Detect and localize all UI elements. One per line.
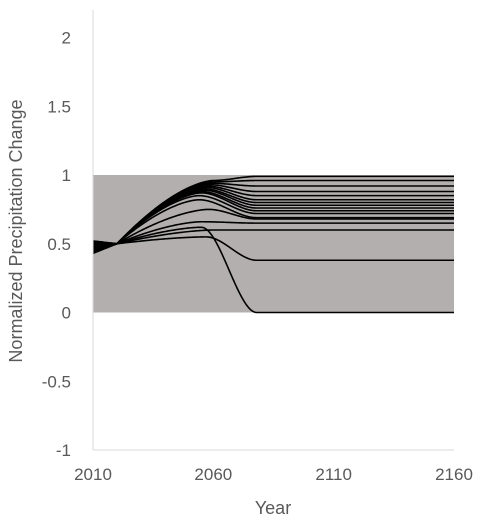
- x-tick-label: 2110: [315, 465, 352, 484]
- x-tick-label: 2160: [435, 465, 473, 484]
- series-line: [93, 208, 454, 245]
- x-tick-label: 2060: [194, 465, 232, 484]
- series-line: [93, 194, 454, 245]
- series-layer: [92, 175, 454, 314]
- series-line: [92, 220, 454, 245]
- y-tick-label: 1: [62, 166, 71, 185]
- y-tick-labels: 2 1.5 1 0.5 0 -0.5 -1: [42, 29, 71, 461]
- y-tick-label: -0.5: [42, 372, 71, 391]
- series-line: [92, 226, 454, 314]
- y-tick-label: -1: [56, 441, 71, 460]
- y-tick-label: 1.5: [47, 97, 71, 116]
- x-axis-title: Year: [255, 498, 291, 518]
- y-tick-label: 0.5: [47, 235, 71, 254]
- y-tick-label: 0: [62, 304, 71, 323]
- series-line: [92, 229, 454, 245]
- y-axis-title: Normalized Precipitation Change: [6, 99, 26, 362]
- x-tick-labels: 2010 2060 2110 2160: [74, 465, 473, 484]
- series-line: [93, 198, 454, 245]
- shaded-band: [93, 175, 454, 313]
- series-line: [92, 236, 454, 262]
- y-tick-label: 2: [62, 29, 71, 48]
- x-tick-label: 2010: [74, 465, 112, 484]
